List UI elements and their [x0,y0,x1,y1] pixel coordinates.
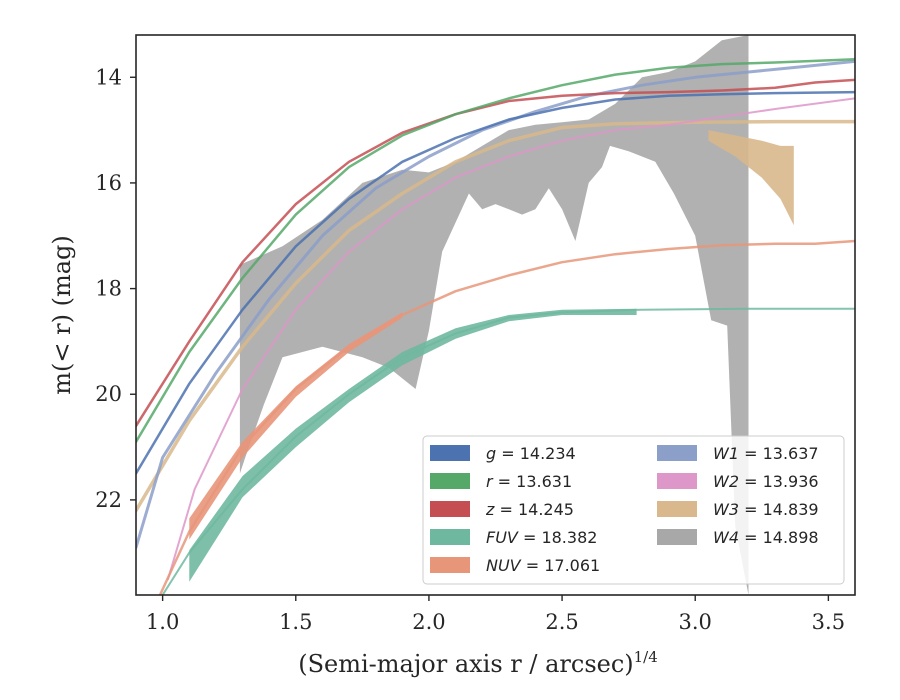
legend-swatch-w3 [657,501,697,517]
y-axis-label: m(< r) (mag) [48,235,76,394]
y-tick-label: 20 [95,382,122,406]
y-tick-label: 14 [95,65,122,89]
legend-label-w2: W2 = 13.936 [713,472,819,491]
x-tick-label: 3.5 [812,610,845,634]
series-layer [136,35,855,595]
series-line-w3-2 [136,119,855,513]
x-axis-label-main: (Semi-major axis r / arcsec) [298,650,633,678]
y-tick-label: 16 [95,171,122,195]
y-tick-label: 22 [95,488,122,512]
ticks-layer: 1.0 1.5 2.0 2.5 3.0 3.5 14 16 18 20 22 [95,65,845,634]
x-axis-label: (Semi-major axis r / arcsec)1/4 [298,648,658,678]
x-tick-label: 2.0 [412,610,445,634]
x-tick-label: 2.5 [545,610,578,634]
legend-label-w3: W3 = 14.839 [713,500,819,519]
legend-label-w4: W4 = 14.898 [713,528,819,547]
series-band-w3-1 [708,130,794,226]
legend-label-fuv: FUV = 18.382 [486,528,597,547]
legend-label-nuv: NUV = 17.061 [486,556,600,575]
x-axis-label-exponent: 1/4 [634,648,658,666]
series-line-w2-3 [167,97,855,581]
x-tick-label: 1.5 [279,610,312,634]
legend: g = 14.234 r = 13.631 z = 14.245 FUV = 18.3… [422,435,845,585]
legend-swatch-w4 [657,529,697,545]
legend-swatch-nuv [430,557,470,573]
legend-swatch-r [430,473,470,489]
plot-frame [135,34,856,596]
legend-swatch-w1 [657,445,697,461]
legend-label-z: z = 14.245 [485,500,574,519]
legend-swatch-z [430,501,470,517]
legend-label-w1: W1 = 13.637 [713,444,819,463]
series-line-r-6 [136,58,855,444]
legend-swatch-w2 [657,473,697,489]
series-line-w1-4 [136,59,855,549]
legend-swatch-fuv [430,529,470,545]
legend-label-r: r = 13.631 [486,472,572,491]
y-tick-label: 18 [95,277,122,301]
legend-label-g: g = 14.234 [486,444,576,463]
x-tick-label: 3.0 [679,610,712,634]
series-line-g-7 [136,90,855,475]
x-tick-label: 1.0 [146,610,179,634]
legend-box [422,435,845,585]
series-band-fuv-11 [189,308,637,582]
series-line-z-5 [136,78,855,428]
legend-swatch-g [430,445,470,461]
